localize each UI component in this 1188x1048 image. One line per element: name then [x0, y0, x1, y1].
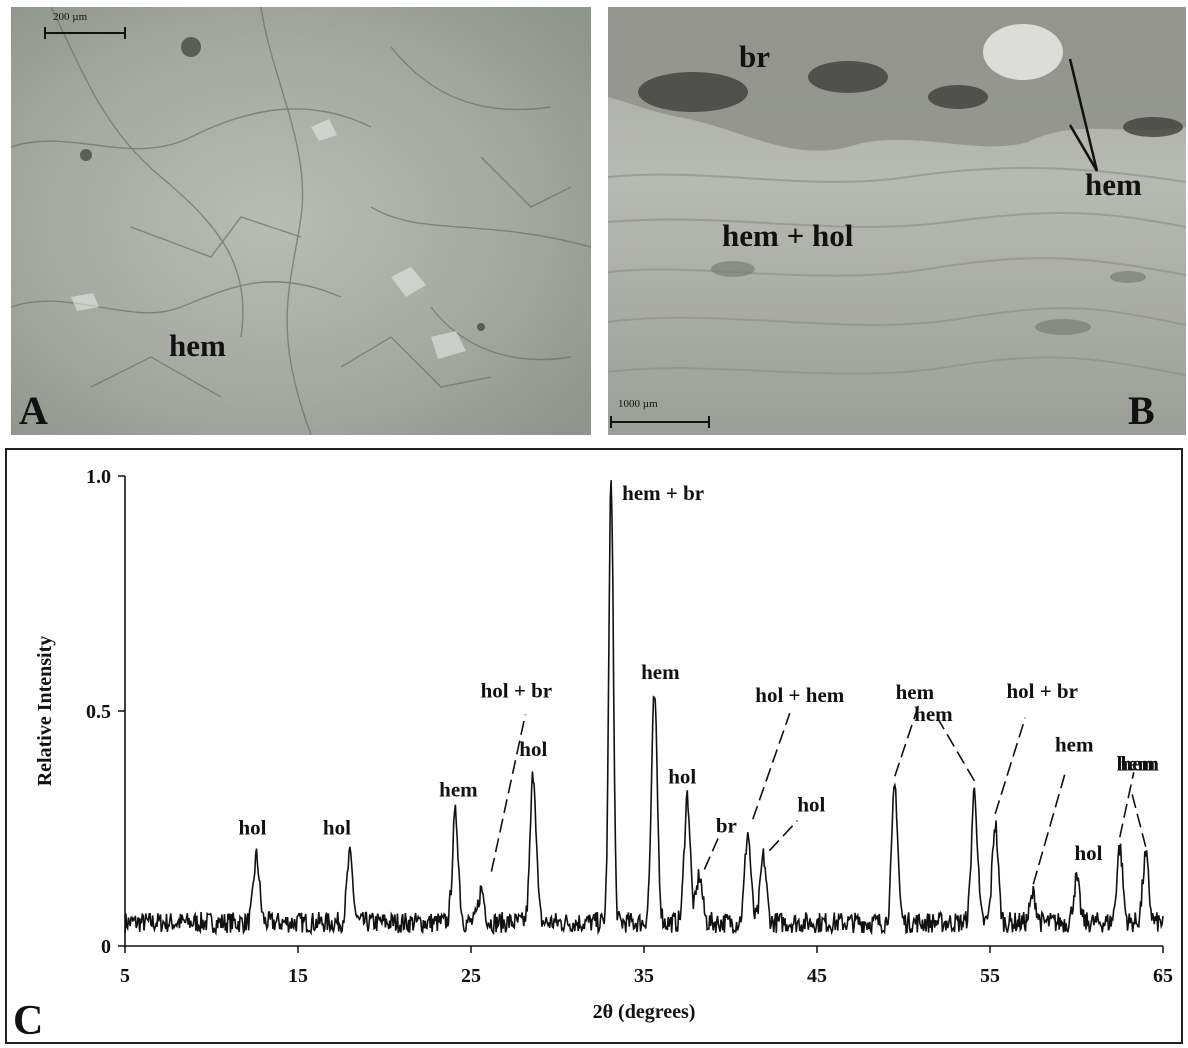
x-tick-label: 65: [1153, 965, 1173, 987]
peak-leader-line: [752, 712, 791, 820]
x-tick-label: 5: [120, 965, 130, 987]
xrd-pattern-line: [124, 480, 1164, 936]
peak-label: hol: [1074, 841, 1102, 865]
peak-leader-line: [1118, 772, 1135, 838]
y-tick-label: 0: [101, 936, 111, 958]
peak-label: hol: [797, 793, 825, 817]
y-tick-label: 1.0: [86, 466, 111, 488]
x-tick-label: 45: [807, 965, 827, 987]
peak-label: br: [716, 814, 737, 838]
peak-leader-line: [703, 835, 721, 870]
peak-leader-line: [936, 717, 976, 782]
peak-label: hol: [519, 737, 547, 761]
micrograph-a-image: [11, 7, 591, 435]
peak-label: hem: [1116, 752, 1155, 776]
x-tick-label: 55: [980, 965, 1000, 987]
chart-ticks: 5 15 25 35 45 55 65 0 0.5 1.0: [86, 466, 1173, 987]
peak-label: hol + hem: [755, 683, 844, 707]
peak-label: hem: [914, 702, 953, 726]
chart-axes: [124, 476, 1163, 947]
y-tick-label: 0.5: [86, 701, 111, 723]
peak-label: hol: [323, 816, 351, 840]
peak-label: hem: [1121, 751, 1160, 775]
label-hem-a: hem: [169, 328, 226, 363]
panel-letter-a: A: [19, 388, 48, 433]
xrd-chart-panel: 5 15 25 35 45 55 65 0 0.5 1.0 hol hol hem hol + br ho…: [5, 448, 1183, 1044]
peak-leader-line: [1032, 769, 1068, 885]
peak-leader-line: [994, 717, 1026, 815]
x-axis-title: 2θ (degrees): [593, 1001, 696, 1023]
x-tick-label: 15: [288, 965, 308, 987]
peak-label: hem: [1055, 732, 1094, 756]
peak-label: hem + br: [622, 481, 704, 505]
peak-leader-line: [1129, 788, 1147, 847]
y-axis-title: Relative Intensity: [34, 636, 56, 787]
micrograph-b-image: [608, 7, 1186, 435]
micrograph-a: 200 µm hem A: [11, 7, 591, 435]
label-br-b: br: [739, 39, 770, 74]
scale-bar-b: [610, 416, 710, 428]
peak-label: hem: [641, 660, 680, 684]
x-tick-label: 35: [634, 965, 654, 987]
peak-label: hol + br: [481, 679, 552, 703]
label-hem-b: hem: [1085, 167, 1142, 202]
panel-letter-b: B: [1128, 388, 1155, 433]
peak-leader-line: [768, 820, 798, 852]
x-tick-label: 25: [461, 965, 481, 987]
scale-label-b: 1000 µm: [618, 398, 658, 410]
scale-label-a: 200 µm: [53, 11, 88, 23]
panel-letter-c: C: [13, 998, 43, 1042]
peak-labels: hol hol hem hol + br hol hem + br hem hol br hol …: [238, 481, 1160, 885]
peak-label: hol + br: [1006, 679, 1077, 703]
peak-label: hem: [896, 680, 935, 704]
peak-label: hem: [439, 777, 478, 801]
peak-leader-line: [894, 700, 921, 777]
scale-bar-a: [44, 27, 126, 39]
micrograph-b: br hem hem + hol 1000 µm B: [608, 7, 1186, 435]
peak-leader-line: [490, 714, 527, 872]
label-hem-hol-b: hem + hol: [722, 218, 854, 253]
peak-label: hol: [668, 765, 696, 789]
peak-label: hol: [238, 816, 266, 840]
